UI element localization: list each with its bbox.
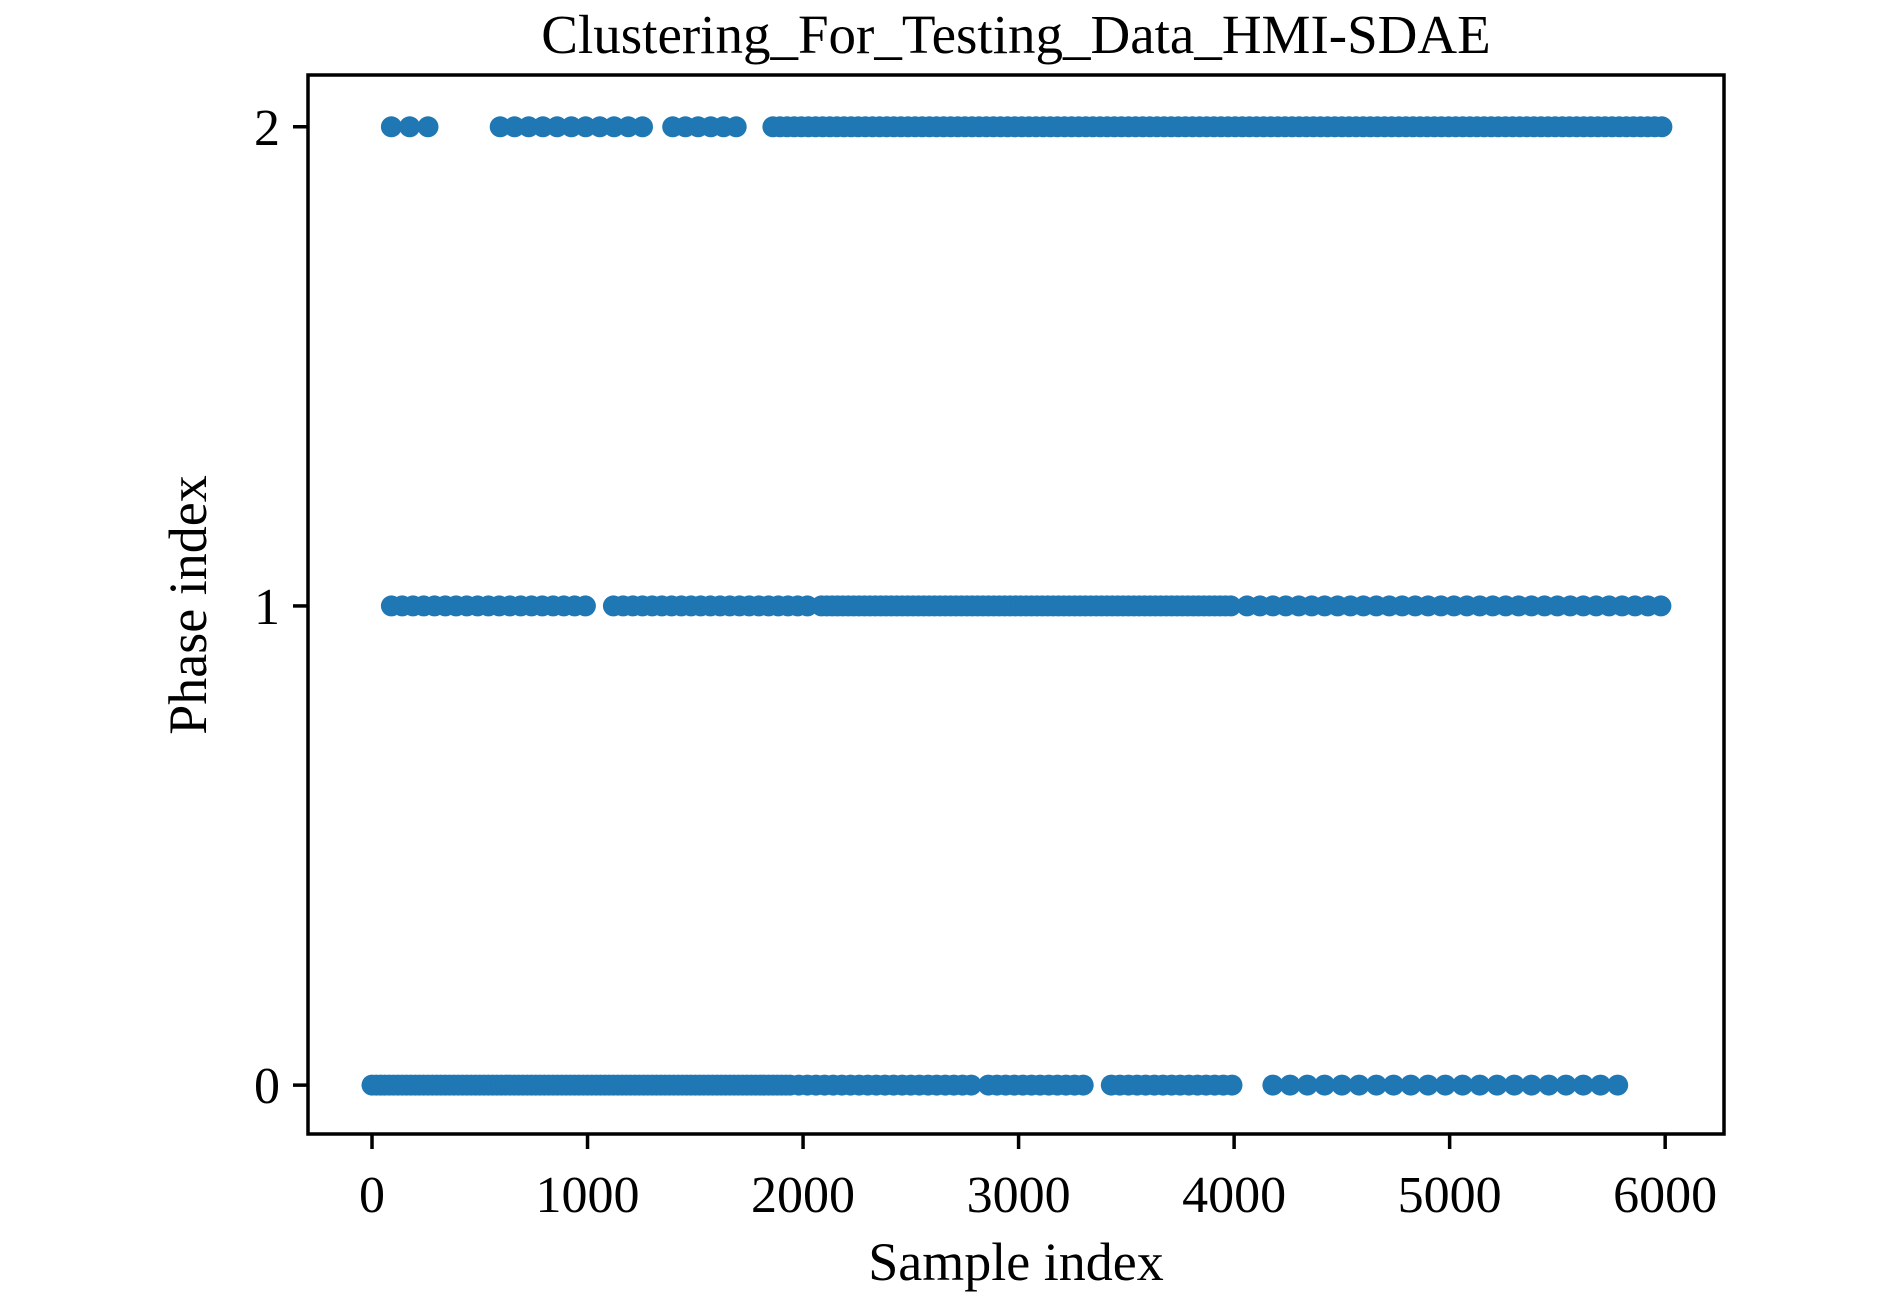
data-point — [1434, 1074, 1456, 1096]
axes-spines — [306, 73, 1726, 1136]
data-point — [1572, 1074, 1594, 1096]
data-point — [1650, 595, 1672, 617]
data-point — [1400, 1074, 1422, 1096]
x-tick-label: 6000 — [1613, 1167, 1717, 1224]
data-point — [632, 116, 653, 138]
y-tick-label: 1 — [254, 579, 280, 636]
x-tick-label: 3000 — [967, 1167, 1071, 1224]
data-point — [380, 116, 402, 138]
data-point — [1314, 1074, 1336, 1096]
data-point — [725, 116, 747, 138]
data-point — [1072, 1074, 1094, 1096]
plot-area: 0 1000 2000 3000 4000 5000 6000 0 1 2 — [254, 73, 1726, 1224]
data-point — [1521, 1074, 1542, 1096]
series-phase-0 — [361, 1074, 1629, 1096]
chart-title: Clustering_For_Testing_Data_HMI-SDAE — [541, 4, 1491, 65]
data-point — [1590, 1074, 1611, 1096]
x-tick-label: 4000 — [1182, 1167, 1286, 1224]
series-phase-2 — [380, 116, 1673, 138]
data-point — [1452, 1074, 1474, 1096]
data-point — [1331, 1074, 1353, 1096]
data-point — [1348, 1074, 1370, 1096]
x-tick-label: 5000 — [1398, 1167, 1502, 1224]
data-point — [1383, 1074, 1405, 1096]
data-point — [417, 116, 439, 138]
data-point — [1417, 1074, 1439, 1096]
x-tick-label: 2000 — [751, 1167, 855, 1224]
series-phase-1 — [380, 595, 1672, 617]
data-point — [1262, 1074, 1284, 1096]
data-point — [1279, 1074, 1301, 1096]
y-tick-label: 0 — [254, 1058, 280, 1115]
data-point — [1296, 1074, 1318, 1096]
data-point — [1221, 1074, 1243, 1096]
data-point — [1555, 1074, 1577, 1096]
data-point — [1220, 595, 1242, 617]
data-point — [1538, 1074, 1560, 1096]
x-tick-label: 0 — [359, 1167, 385, 1224]
y-tick-label: 2 — [254, 100, 280, 157]
data-point — [574, 595, 596, 617]
data-point — [960, 1074, 982, 1096]
data-point — [1607, 1074, 1629, 1096]
data-point — [1469, 1074, 1491, 1096]
x-tick-label: 1000 — [536, 1167, 640, 1224]
data-point — [1486, 1074, 1508, 1096]
x-axis-label: Sample index — [868, 1232, 1164, 1292]
data-point — [1365, 1074, 1387, 1096]
data-point — [1503, 1074, 1525, 1096]
data-point — [1651, 116, 1673, 138]
data-point — [399, 116, 421, 138]
